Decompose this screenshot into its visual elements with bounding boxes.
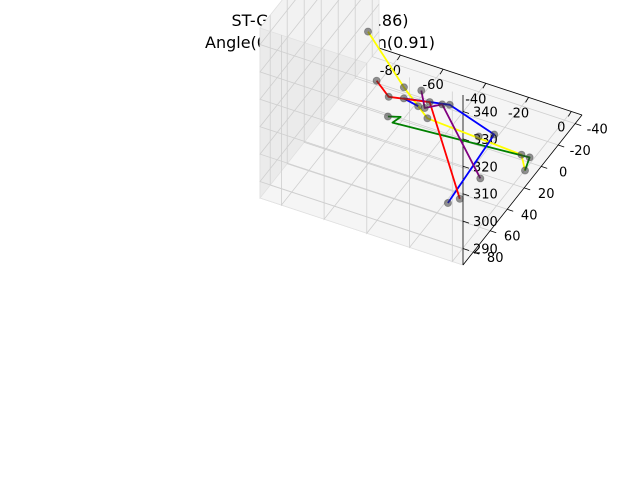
joint-marker-j-hip-mid (384, 92, 393, 101)
gridline-y (371, 0, 576, 124)
z-tick-label: 340 (473, 105, 498, 120)
y-tick-mark (507, 208, 514, 212)
gridline-z (259, 0, 464, 195)
z-tick-mark (462, 193, 470, 197)
gridline-z (259, 0, 464, 112)
y-tick-label: 20 (538, 187, 555, 202)
y-tick-label: -40 (587, 123, 608, 138)
joint-marker-j-right-hand (420, 104, 429, 113)
y-axis-line (462, 114, 583, 266)
y-tick-label: 60 (504, 230, 521, 245)
y-tick-mark (524, 187, 531, 191)
joint-marker-j-right-knee (525, 153, 534, 162)
gridline-y (320, 0, 525, 189)
z-tick-mark (462, 138, 470, 142)
joint-marker-j-head (399, 94, 408, 103)
y-tick-mark (558, 144, 565, 148)
joint-marker-j-right-hip (517, 150, 526, 159)
y-tick-label: 0 (559, 165, 567, 180)
gridline-y (303, 0, 508, 210)
z-tick-mark (462, 248, 470, 251)
joint-marker-j-right-foot (521, 166, 530, 175)
joint-marker-j-left-hand (443, 198, 452, 207)
joint-marker-j-spine (445, 100, 454, 109)
skeleton-limb-2 (387, 115, 531, 171)
joint-marker-j-left-wrist (417, 86, 426, 95)
y-tick-mark (490, 230, 497, 234)
joint-marker-j-left-elbow (438, 100, 447, 109)
gridline-z (259, 0, 464, 167)
joint-marker-j-pelvis (474, 132, 483, 141)
x-axis-line (378, 47, 583, 116)
joint-marker-j-left-foot (363, 27, 372, 36)
z-tick-mark (462, 165, 470, 169)
joint-marker-j-left-knee (399, 83, 408, 92)
gridline-z (259, 3, 464, 222)
z-tick-label: 310 (473, 188, 498, 203)
x-tick-mark (525, 97, 529, 103)
joint-marker-j-hip-left-end (372, 76, 381, 85)
joint-marker-j-chest (425, 98, 434, 107)
joint-marker-j-neck (414, 102, 423, 111)
x-tick-label: -20 (508, 106, 529, 121)
x-tick-mark (397, 54, 401, 61)
joint-marker-j-right-shoulder (490, 130, 499, 139)
y-tick-mark (473, 251, 480, 255)
y-tick-label: -20 (570, 144, 591, 159)
z-tick-label: 320 (473, 160, 498, 175)
joint-marker-j-right-elbow (476, 174, 485, 183)
joint-marker-j-right-wrist (455, 194, 464, 203)
y-tick-mark (541, 166, 548, 169)
y-tick-mark (575, 123, 582, 126)
z-tick-label: 290 (473, 243, 498, 258)
joint-marker-j-left-shoulder (383, 112, 392, 121)
gridline-z (259, 31, 464, 249)
y-tick-label: 80 (487, 251, 504, 266)
skeleton-limb-4 (375, 80, 461, 200)
x-tick-mark (439, 68, 444, 75)
x-tick-mark (482, 83, 487, 89)
x-tick-label: 0 (557, 120, 565, 135)
z-tick-mark (462, 220, 470, 224)
y-tick-label: 40 (521, 208, 538, 223)
gridline-y (286, 0, 491, 232)
x-tick-label: -60 (422, 78, 443, 93)
gridline-x (451, 91, 572, 263)
z-tick-mark (462, 111, 470, 114)
joint-marker-j-left-hip (423, 114, 432, 123)
skeleton-limb-5 (420, 90, 482, 179)
x-tick-label: -40 (465, 92, 486, 107)
gridline-y (354, 0, 559, 146)
x-tick-mark (567, 111, 572, 117)
z-tick-label: 300 (473, 215, 498, 230)
